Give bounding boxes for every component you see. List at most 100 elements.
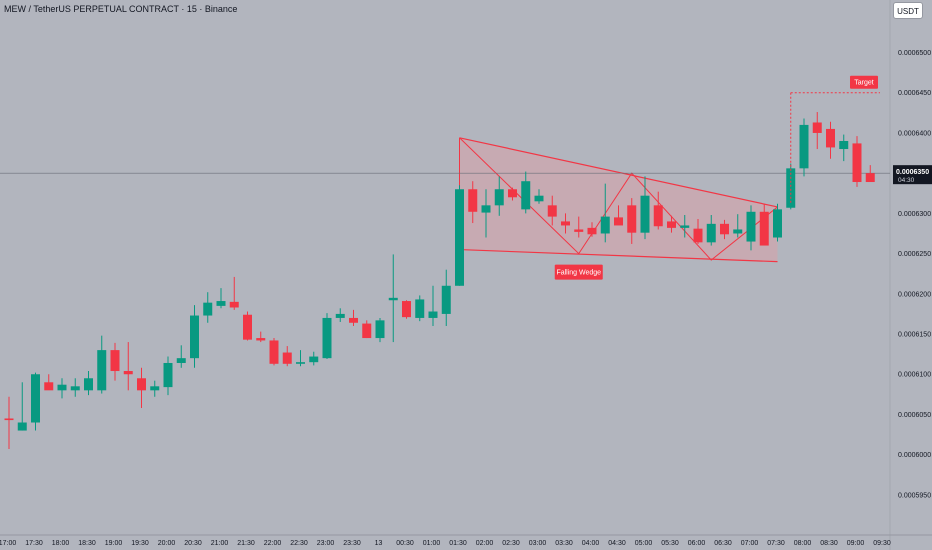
candle-body xyxy=(137,378,146,391)
candle-body xyxy=(4,418,14,421)
candle-body xyxy=(667,221,676,228)
time-tick-label: 22:00 xyxy=(264,540,282,547)
currency-button[interactable]: USDT xyxy=(893,2,923,19)
time-tick-label: 06:00 xyxy=(688,540,706,547)
price-tick-label: 0.0006250 xyxy=(898,251,931,258)
pattern-label: Falling Wedge xyxy=(556,270,601,277)
candle-body xyxy=(574,229,584,232)
candle-body xyxy=(494,189,504,206)
candle-body xyxy=(640,195,650,233)
time-tick-label: 02:30 xyxy=(502,540,520,547)
candle-body xyxy=(627,205,637,233)
candle-body xyxy=(110,350,120,372)
candle-body xyxy=(812,122,822,133)
candle-body xyxy=(243,314,252,340)
price-axis: 0.0006500 0.0006450 0.0006400 0.0006350 0.00… xyxy=(893,50,932,499)
candle-body xyxy=(733,229,743,234)
time-tick-label: 20:30 xyxy=(184,540,202,547)
pattern-label-box xyxy=(554,264,603,280)
time-tick-label: 06:30 xyxy=(714,540,732,547)
candle-body xyxy=(455,189,464,286)
time-tick-label: 04:00 xyxy=(582,540,600,547)
candle-body xyxy=(375,320,385,339)
candle-body xyxy=(150,386,160,391)
time-tick-label: 20:00 xyxy=(158,540,176,547)
price-tick-label: 0.0006400 xyxy=(898,130,931,137)
price-tick-label: 0.0006000 xyxy=(898,452,931,459)
candle-body xyxy=(773,209,782,238)
candle-body xyxy=(852,143,862,183)
candle-body xyxy=(759,211,769,246)
candle-body xyxy=(309,356,319,363)
candle-body xyxy=(600,216,610,234)
time-tick-label: 02:00 xyxy=(476,540,494,547)
chart-title: MEW / TetherUS PERPETUAL CONTRACT · 15 ·… xyxy=(4,4,238,14)
time-tick-label: 05:30 xyxy=(661,540,679,547)
candle-body xyxy=(826,128,835,148)
price-tick-label: 0.0005950 xyxy=(898,492,931,499)
candle-body xyxy=(269,340,279,364)
candle-body xyxy=(865,173,875,183)
price-tick-label: 0.0006450 xyxy=(898,90,931,97)
candle-body xyxy=(428,311,438,318)
candle-body xyxy=(84,378,93,391)
candle-body xyxy=(693,228,703,243)
candle-body xyxy=(402,301,411,318)
candle-body xyxy=(203,302,213,316)
candle-body xyxy=(190,315,199,359)
candle-body xyxy=(561,221,570,226)
target-label-box xyxy=(850,75,878,89)
candle-body xyxy=(587,227,597,235)
candle-body xyxy=(163,362,173,388)
price-tick-label: 0.0006100 xyxy=(898,372,931,379)
countdown-value: 04:30 xyxy=(898,177,915,184)
candle-body xyxy=(481,205,491,213)
candle-body xyxy=(547,205,557,217)
candle-body xyxy=(44,382,54,391)
annotations: Falling Wedge Target xyxy=(554,75,880,280)
time-tick-label: 22:30 xyxy=(290,540,308,547)
candle-body xyxy=(720,223,729,235)
time-tick-label: 03:30 xyxy=(555,540,573,547)
time-tick-label: 13 xyxy=(375,540,383,547)
candle-body xyxy=(415,299,425,318)
time-axis: 17:00 17:30 18:00 18:30 19:00 19:30 20:00 20:30… xyxy=(0,540,891,547)
current-price-value: 0.0006350 xyxy=(896,169,929,176)
candle-body xyxy=(322,317,332,359)
candle-body xyxy=(614,217,623,226)
candle-body xyxy=(680,225,690,228)
price-tick-label: 0.0006050 xyxy=(898,412,931,419)
time-tick-label: 18:30 xyxy=(78,540,96,547)
time-tick-label: 19:00 xyxy=(105,540,123,547)
time-tick-label: 01:00 xyxy=(423,540,441,547)
time-tick-label: 07:00 xyxy=(741,540,759,547)
target-label: Target xyxy=(854,80,874,87)
time-tick-label: 18:00 xyxy=(52,540,70,547)
candle-body xyxy=(176,358,186,363)
candle-body xyxy=(335,313,345,318)
candle-body xyxy=(17,422,27,431)
time-tick-label: 04:30 xyxy=(608,540,626,547)
price-tick-label: 0.0006300 xyxy=(898,211,931,218)
candle-body xyxy=(296,362,305,364)
candle-body xyxy=(839,140,849,150)
candle-body xyxy=(468,189,478,212)
candle-body xyxy=(70,386,80,391)
candle-body xyxy=(746,211,756,242)
time-tick-label: 09:30 xyxy=(873,540,891,547)
candle-body xyxy=(441,285,451,314)
candle-body xyxy=(799,124,809,169)
candle-body xyxy=(362,323,372,339)
price-tick-label: 0.0006150 xyxy=(898,332,931,339)
time-tick-label: 08:00 xyxy=(794,540,812,547)
candle-body xyxy=(97,350,107,391)
time-tick-label: 07:30 xyxy=(767,540,785,547)
time-tick-label: 17:00 xyxy=(0,540,16,547)
time-tick-label: 09:00 xyxy=(847,540,865,547)
candles xyxy=(4,112,875,450)
time-tick-label: 19:30 xyxy=(131,540,149,547)
time-tick-label: 05:00 xyxy=(635,540,653,547)
candle-body xyxy=(653,205,663,227)
candle-body xyxy=(786,168,796,208)
